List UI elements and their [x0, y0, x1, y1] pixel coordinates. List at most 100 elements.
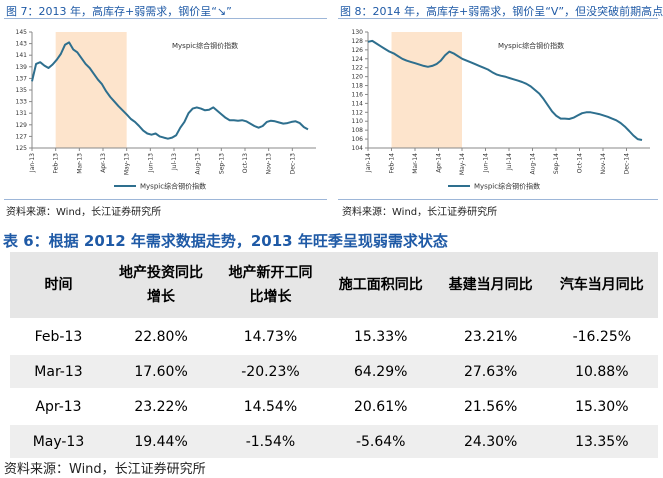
- legend-label: Myspic综合钢价指数: [140, 182, 206, 191]
- y-tick-label: 133: [16, 99, 28, 106]
- x-tick-label: Jun-13: [147, 153, 154, 173]
- x-tick-label: May-14: [459, 153, 466, 175]
- table-row: Mar-13 17.60% -20.23% 64.29% 27.63% 10.8…: [10, 353, 658, 389]
- cell-time: Mar-13: [10, 353, 107, 389]
- x-tick-label: Aug-13: [195, 153, 202, 175]
- x-tick-label: Mar-14: [412, 153, 419, 174]
- cell-investment: 19.44%: [106, 423, 216, 458]
- table-row: Feb-13 22.80% 14.73% 15.33% 23.21% -16.2…: [10, 318, 658, 354]
- cell-infrastructure: 24.30%: [435, 423, 546, 458]
- y-tick-label: 124: [352, 56, 364, 63]
- header-investment-line-1: 地产投资同比: [119, 265, 204, 281]
- x-tick-label: Feb-14: [389, 153, 396, 174]
- cell-auto: 15.30%: [545, 388, 658, 424]
- cell-infrastructure: 23.21%: [435, 318, 546, 354]
- cell-investment: 17.60%: [106, 353, 216, 389]
- y-tick-label: 125: [16, 145, 28, 152]
- y-tick-label: 127: [16, 133, 28, 140]
- cell-construction-area: -5.64%: [325, 423, 436, 458]
- cell-new-starts: -20.23%: [215, 353, 326, 389]
- series-line: [367, 39, 643, 141]
- cell-time: Feb-13: [10, 318, 107, 354]
- y-tick-label: 116: [352, 91, 364, 98]
- header-construction-area: 施工面积同比: [325, 252, 436, 319]
- table-6-source: 资料来源：Wind，长江证券研究所: [4, 462, 206, 477]
- y-tick-label: 131: [16, 110, 28, 117]
- cell-construction-area: 20.61%: [325, 388, 436, 424]
- y-tick-label: 145: [16, 29, 28, 36]
- cell-infrastructure: 27.63%: [435, 353, 546, 389]
- legend-label: Myspic综合钢价指数: [474, 182, 540, 191]
- cell-auto: -16.25%: [545, 318, 658, 354]
- peak-season-shade: [55, 32, 127, 148]
- y-tick-label: 110: [352, 118, 364, 125]
- x-tick-label: Jan-14: [365, 153, 372, 173]
- x-tick-label: Dec-14: [624, 153, 631, 175]
- table-6-title: 表 6：根据 2012 年需求数据走势，2013 年旺季呈现弱需求状态: [3, 232, 448, 250]
- y-tick-label: 126: [352, 47, 364, 54]
- y-tick-label: 122: [352, 65, 364, 72]
- figure-8-caption: 图 8：2014 年，高库存+弱需求，钢价呈“V”，但没突破前期高点: [340, 5, 663, 18]
- figure-8-rule: [338, 18, 658, 19]
- x-tick-label: Sep-13: [218, 153, 225, 174]
- peak-season-shade: [391, 32, 462, 148]
- cell-investment: 22.80%: [106, 318, 216, 354]
- y-tick-label: 135: [16, 87, 28, 94]
- x-tick-label: Nov-13: [266, 153, 273, 175]
- x-tick-label: Feb-13: [53, 153, 60, 174]
- y-tick-label: 137: [16, 75, 28, 82]
- y-tick-label: 130: [352, 29, 364, 36]
- cell-construction-area: 15.33%: [325, 318, 436, 354]
- x-tick-label: Oct-13: [242, 153, 249, 173]
- x-tick-label: Jun-14: [483, 153, 490, 173]
- header-time-line-1: 时间: [44, 277, 73, 293]
- figure-8-source: 资料来源：Wind，长江证券研究所: [342, 207, 498, 218]
- x-tick-label: May-13: [124, 153, 131, 175]
- y-tick-label: 128: [352, 38, 364, 45]
- x-tick-label: Apr-14: [436, 153, 443, 173]
- x-tick-label: Aug-14: [530, 153, 537, 175]
- x-tick-label: Nov-14: [600, 153, 607, 175]
- y-tick-label: 106: [352, 136, 364, 143]
- header-infrastructure: 基建当月同比: [435, 252, 546, 319]
- cell-auto: 13.35%: [545, 423, 658, 458]
- x-tick-label: Dec-13: [289, 153, 296, 175]
- x-tick-label: Sep-14: [553, 153, 560, 174]
- x-tick-label: Mar-13: [76, 153, 83, 174]
- header-infrastructure-line-1: 基建当月同比: [448, 277, 533, 293]
- cell-time: Apr-13: [10, 388, 107, 424]
- cell-auto: 10.88%: [545, 353, 658, 389]
- cell-new-starts: 14.73%: [215, 318, 326, 354]
- y-tick-label: 143: [16, 41, 28, 48]
- series-label: Myspic综合钢价指数: [172, 41, 238, 50]
- x-tick-label: Jul-14: [506, 153, 513, 171]
- cell-new-starts: -1.54%: [215, 423, 326, 458]
- cell-new-starts: 14.54%: [215, 388, 326, 424]
- x-tick-label: Oct-14: [577, 153, 584, 173]
- y-tick-label: 120: [352, 74, 364, 81]
- y-tick-label: 139: [16, 64, 28, 71]
- y-tick-label: 104: [352, 145, 364, 152]
- cell-time: May-13: [10, 423, 107, 458]
- figure-7-chart: 125 127 129 131 133 135 137 139 141 143 145 Jan-13 F…: [4, 20, 327, 195]
- figure-8-chart: 104 106 108 110 112 114 116 118 120 122 124 126 128 1…: [338, 20, 658, 195]
- header-auto-line-1: 汽车当月同比: [559, 277, 644, 293]
- table-row: Apr-13 23.22% 14.54% 20.61% 21.56% 15.30…: [10, 388, 658, 424]
- x-tick-label: Apr-13: [100, 153, 107, 173]
- x-tick-label: Jul-13: [171, 153, 178, 171]
- x-tick-label: Jan-13: [29, 153, 36, 173]
- figure-7-svg: 125 127 129 131 133 135 137 139 141 143 145 Jan-13 F…: [16, 29, 316, 191]
- y-tick-label: 141: [16, 52, 28, 59]
- table-row: May-13 19.44% -1.54% -5.64% 24.30% 13.35…: [10, 423, 658, 458]
- figure-7-source: 资料来源：Wind，长江证券研究所: [6, 207, 162, 218]
- figure-7-rule: [4, 18, 327, 19]
- header-auto: 汽车当月同比: [545, 252, 658, 319]
- figure-7-caption: 图 7：2013 年，高库存+弱需求，钢价呈“↘”: [6, 5, 232, 18]
- header-investment-line-2: 增长: [147, 289, 176, 305]
- figure-8-bottom-rule: [338, 199, 658, 200]
- y-tick-label: 129: [16, 122, 28, 129]
- cell-investment: 23.22%: [106, 388, 216, 424]
- y-tick-label: 118: [352, 83, 364, 90]
- header-time: 时间: [10, 252, 107, 319]
